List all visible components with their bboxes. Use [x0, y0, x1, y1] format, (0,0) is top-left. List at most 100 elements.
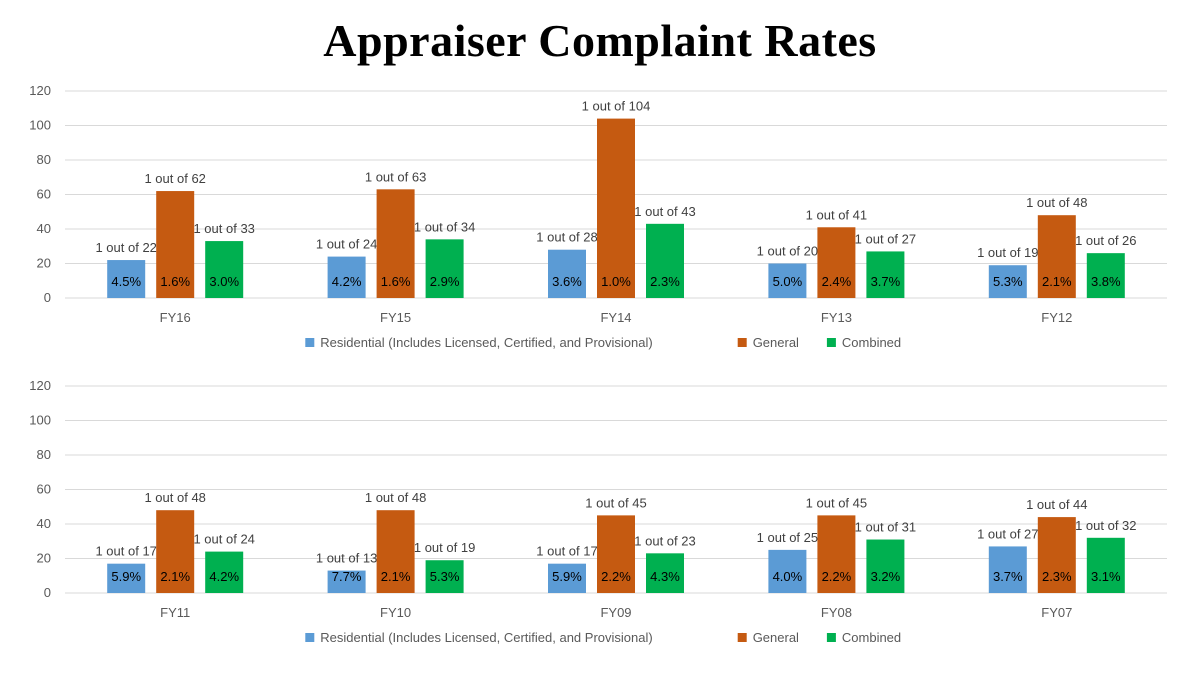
- top-bar-residential-fy16: [107, 260, 146, 298]
- top-bar-combined-fy16: [205, 241, 244, 298]
- top-y-tick-label: 80: [37, 152, 51, 167]
- bottom-bar-pct-label: 2.2%: [822, 569, 852, 584]
- top-bar-pct-label: 1.6%: [381, 274, 411, 289]
- top-bar-general-fy12: [1037, 215, 1076, 298]
- top-bar-pct-label: 4.2%: [332, 274, 362, 289]
- bottom-bar-data-label: 1 out of 13: [316, 551, 377, 566]
- bottom-bar-general-fy08: [817, 515, 856, 593]
- bottom-x-tick-label: FY07: [1041, 605, 1072, 620]
- bottom-bar-general-fy10: [376, 510, 415, 593]
- top-bar-data-label: 1 out of 104: [582, 99, 651, 114]
- top-bar-pct-label: 1.6%: [160, 274, 190, 289]
- bottom-legend-label-residential: Residential (Includes Licensed, Certifie…: [320, 630, 652, 645]
- top-bar-pct-label: 1.0%: [601, 274, 631, 289]
- top-bar-data-label: 1 out of 48: [1026, 195, 1087, 210]
- top-bar-general-fy15: [376, 189, 415, 298]
- bottom-bar-pct-label: 5.3%: [430, 569, 460, 584]
- bottom-legend-label-combined: Combined: [842, 630, 901, 645]
- bottom-y-tick-label: 80: [37, 447, 51, 462]
- bottom-bar-data-label: 1 out of 27: [977, 526, 1038, 541]
- top-bar-pct-label: 2.4%: [822, 274, 852, 289]
- top-bar-combined-fy12: [1086, 253, 1125, 298]
- top-x-tick-label: FY12: [1041, 310, 1072, 325]
- top-legend-label-general: General: [753, 335, 799, 350]
- top-bar-residential-fy13: [768, 263, 807, 298]
- top-bar-pct-label: 3.6%: [552, 274, 582, 289]
- bottom-bar-data-label: 1 out of 23: [634, 533, 695, 548]
- bottom-bar-data-label: 1 out of 48: [365, 490, 426, 505]
- top-legend-label-combined: Combined: [842, 335, 901, 350]
- top-y-tick-label: 40: [37, 221, 51, 236]
- top-x-tick-label: FY15: [380, 310, 411, 325]
- top-bar-data-label: 1 out of 24: [316, 237, 377, 252]
- top-bar-data-label: 1 out of 63: [365, 169, 426, 184]
- bottom-legend-label-general: General: [753, 630, 799, 645]
- bottom-bar-residential-fy07: [988, 546, 1027, 593]
- top-bar-data-label: 1 out of 41: [806, 207, 867, 222]
- top-bar-data-label: 1 out of 62: [144, 171, 205, 186]
- bottom-y-tick-label: 120: [29, 378, 51, 393]
- bottom-y-tick-label: 60: [37, 482, 51, 497]
- bottom-bar-pct-label: 2.1%: [381, 569, 411, 584]
- bottom-bar-pct-label: 4.0%: [773, 569, 803, 584]
- top-bar-general-fy14: [597, 118, 635, 298]
- bottom-bar-data-label: 1 out of 45: [806, 495, 867, 510]
- top-bar-combined-fy13: [866, 251, 905, 298]
- bottom-bar-data-label: 1 out of 17: [95, 544, 156, 559]
- top-bar-data-label: 1 out of 27: [855, 231, 916, 246]
- bottom-bar-pct-label: 3.1%: [1091, 569, 1121, 584]
- top-bar-data-label: 1 out of 28: [536, 230, 597, 245]
- bottom-legend-swatch-general: [737, 633, 747, 642]
- top-bar-general-fy16: [156, 191, 195, 298]
- bottom-bar-combined-fy10: [425, 560, 464, 593]
- top-bar-pct-label: 4.5%: [111, 274, 141, 289]
- top-y-tick-label: 0: [44, 290, 51, 305]
- top-bar-pct-label: 2.3%: [650, 274, 680, 289]
- top-bar-residential-fy12: [988, 265, 1027, 298]
- bottom-bar-pct-label: 2.1%: [160, 569, 190, 584]
- bottom-bar-residential-fy09: [548, 563, 586, 593]
- bottom-bar-data-label: 1 out of 17: [536, 544, 597, 559]
- top-bar-data-label: 1 out of 22: [95, 240, 156, 255]
- bottom-bar-pct-label: 4.3%: [650, 569, 680, 584]
- bottom-bar-general-fy09: [597, 515, 635, 593]
- bottom-legend-swatch-residential: [305, 633, 315, 642]
- bottom-bar-pct-label: 3.2%: [871, 569, 901, 584]
- top-bar-pct-label: 3.7%: [871, 274, 901, 289]
- bottom-bar-data-label: 1 out of 25: [757, 530, 818, 545]
- top-bar-pct-label: 3.0%: [209, 274, 239, 289]
- bottom-bar-pct-label: 5.9%: [552, 569, 582, 584]
- top-bar-pct-label: 5.0%: [773, 274, 803, 289]
- top-bar-data-label: 1 out of 20: [757, 244, 818, 259]
- bottom-bar-pct-label: 4.2%: [209, 569, 239, 584]
- top-x-tick-label: FY13: [821, 310, 852, 325]
- bottom-bar-combined-fy07: [1086, 537, 1125, 593]
- bottom-bar-data-label: 1 out of 24: [193, 532, 254, 547]
- top-bar-data-label: 1 out of 26: [1075, 233, 1136, 248]
- top-legend-label-residential: Residential (Includes Licensed, Certifie…: [320, 335, 652, 350]
- bottom-bar-data-label: 1 out of 19: [414, 540, 475, 555]
- bottom-x-tick-label: FY09: [600, 605, 631, 620]
- top-y-tick-label: 20: [37, 256, 51, 271]
- bottom-bar-combined-fy11: [205, 551, 244, 593]
- top-y-tick-label: 100: [29, 118, 51, 133]
- bottom-bar-data-label: 1 out of 32: [1075, 518, 1136, 533]
- top-legend-swatch-combined: [826, 338, 836, 347]
- top-bar-data-label: 1 out of 43: [634, 204, 695, 219]
- bottom-bar-combined-fy09: [646, 553, 684, 593]
- top-bar-data-label: 1 out of 19: [977, 245, 1038, 260]
- bottom-bar-data-label: 1 out of 44: [1026, 497, 1087, 512]
- bottom-bar-pct-label: 5.9%: [111, 569, 141, 584]
- bottom-x-tick-label: FY10: [380, 605, 411, 620]
- bottom-x-tick-label: FY11: [160, 605, 190, 620]
- bottom-bar-data-label: 1 out of 31: [855, 520, 916, 535]
- top-bar-pct-label: 2.1%: [1042, 274, 1072, 289]
- bottom-y-tick-label: 100: [29, 413, 51, 428]
- bottom-y-tick-label: 0: [44, 585, 51, 600]
- top-y-tick-label: 60: [37, 187, 51, 202]
- top-x-tick-label: FY16: [160, 310, 191, 325]
- bottom-bar-general-fy07: [1037, 517, 1076, 593]
- top-x-tick-label: FY14: [600, 310, 631, 325]
- top-legend-swatch-residential: [305, 338, 315, 347]
- bottom-y-tick-label: 40: [37, 516, 51, 531]
